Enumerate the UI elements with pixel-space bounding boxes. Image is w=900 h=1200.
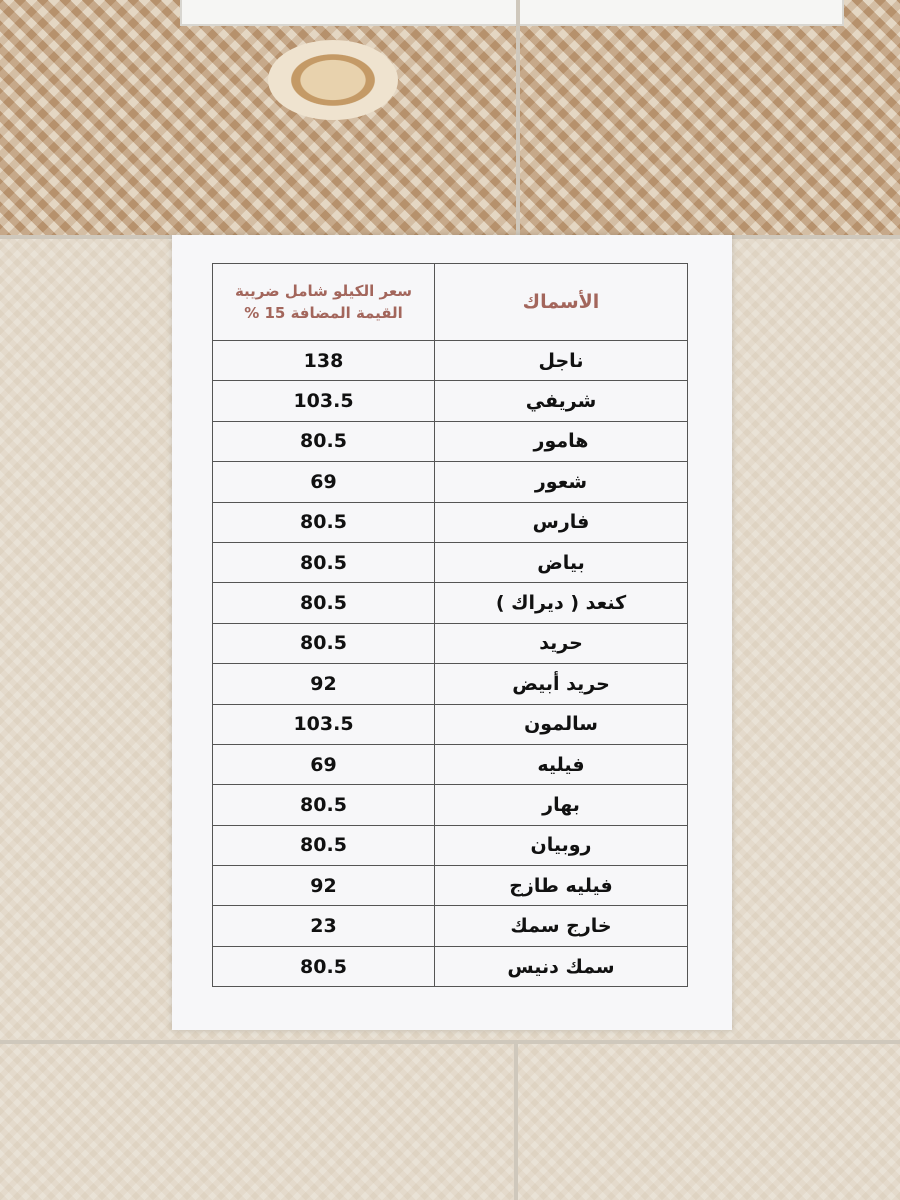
fish-price: 23 <box>212 905 435 947</box>
fish-name: حريد <box>434 622 688 665</box>
price-header-line1: سعر الكيلو شامل ضريبة <box>234 282 413 300</box>
fish-name: شريفي <box>434 380 688 422</box>
fish-price: 80.5 <box>212 501 435 543</box>
fish-price: 80.5 <box>212 420 435 463</box>
fish-name: روبيان <box>434 824 688 867</box>
table-row: سالمون 103.5 <box>212 703 688 745</box>
table-row: بياض 80.5 <box>212 541 688 584</box>
tile-seam <box>516 0 520 235</box>
fish-name: بياض <box>434 541 688 584</box>
fish-price: 138 <box>212 339 435 382</box>
price-list-sheet: الأسماك سعر الكيلو شامل ضريبة القيمة الم… <box>172 235 732 1030</box>
fish-name: فارس <box>434 501 688 543</box>
fish-name: فيليه <box>434 743 688 786</box>
table-row: بهار 80.5 <box>212 784 688 826</box>
fish-name: سالمون <box>434 703 688 745</box>
fish-price: 80.5 <box>212 622 435 665</box>
table-row: روبيان 80.5 <box>212 824 688 867</box>
fish-price: 103.5 <box>212 703 435 745</box>
table-row: حريد أبيض 92 <box>212 663 688 705</box>
table-row: سمك دنيس 80.5 <box>212 945 688 988</box>
fish-name: شعور <box>434 461 688 503</box>
fish-column-header: الأسماك <box>434 263 688 341</box>
fish-name: ناجل <box>434 339 688 382</box>
table-row: خارج سمك 23 <box>212 905 688 947</box>
fish-price: 80.5 <box>212 945 435 988</box>
table-row: فيليه 69 <box>212 743 688 786</box>
wall-frame <box>180 0 844 26</box>
table-row: هامور 80.5 <box>212 420 688 463</box>
fish-price: 92 <box>212 865 435 907</box>
table-row: شعور 69 <box>212 461 688 503</box>
fish-price: 80.5 <box>212 541 435 584</box>
table-header: الأسماك سعر الكيلو شامل ضريبة القيمة الم… <box>212 263 688 341</box>
price-header-line2: القيمة المضافة 15 % <box>244 304 403 322</box>
price-table: الأسماك سعر الكيلو شامل ضريبة القيمة الم… <box>212 263 688 988</box>
fish-price: 80.5 <box>212 824 435 867</box>
decorative-tile-border <box>0 0 900 235</box>
fish-price: 103.5 <box>212 380 435 422</box>
fish-price: 80.5 <box>212 784 435 826</box>
table-row: شريفي 103.5 <box>212 380 688 422</box>
table-row: ناجل 138 <box>212 339 688 382</box>
fish-name: خارج سمك <box>434 905 688 947</box>
table-row: حريد 80.5 <box>212 622 688 665</box>
fish-name: بهار <box>434 784 688 826</box>
tile-medallion <box>268 40 398 120</box>
fish-price: 69 <box>212 461 435 503</box>
fish-name: كنعد ( ديراك ) <box>434 582 688 624</box>
fish-name: فيليه طازج <box>434 865 688 907</box>
table-row: فارس 80.5 <box>212 501 688 543</box>
fish-name: سمك دنيس <box>434 945 688 988</box>
fish-price: 69 <box>212 743 435 786</box>
price-column-header: سعر الكيلو شامل ضريبة القيمة المضافة 15 … <box>212 263 435 341</box>
fish-price: 80.5 <box>212 582 435 624</box>
fish-name: هامور <box>434 420 688 463</box>
table-row: كنعد ( ديراك ) 80.5 <box>212 582 688 624</box>
tile-seam <box>0 1040 900 1044</box>
fish-name: حريد أبيض <box>434 663 688 705</box>
fish-price: 92 <box>212 663 435 705</box>
table-row: فيليه طازج 92 <box>212 865 688 907</box>
tile-seam <box>514 1044 518 1200</box>
